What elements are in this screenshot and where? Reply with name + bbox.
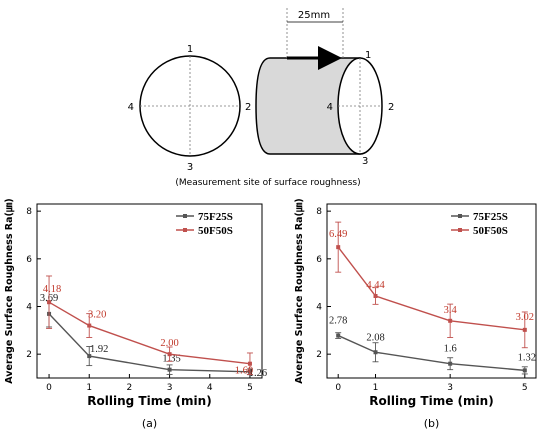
data-label: 1.60 xyxy=(235,366,253,377)
y-tick-label: 6 xyxy=(316,255,322,265)
data-point xyxy=(522,368,527,373)
circle-point-2: 2 xyxy=(245,102,251,113)
panel-label: (b) xyxy=(424,417,440,430)
data-point xyxy=(373,350,378,355)
circle-point-4: 4 xyxy=(128,102,134,113)
x-tick-label: 1 xyxy=(86,383,92,393)
y-tick-label: 8 xyxy=(26,207,32,217)
cylinder-point-2: 2 xyxy=(388,102,394,113)
series-line-75F25S xyxy=(337,334,525,372)
data-label: 4.44 xyxy=(366,280,385,291)
data-label: 1.32 xyxy=(518,352,536,363)
legend-label-75F25S: 75F25S xyxy=(473,211,508,223)
data-point xyxy=(448,361,453,366)
data-label: 3.20 xyxy=(88,310,106,321)
cylinder-point-3: 3 xyxy=(362,156,368,167)
data-point xyxy=(336,333,341,338)
data-label: 3.02 xyxy=(516,312,534,323)
cylinder-body xyxy=(255,57,361,155)
data-point xyxy=(87,323,92,328)
data-label: 1.26 xyxy=(249,368,267,379)
diagram-caption: (Measurement site of surface roughness) xyxy=(175,178,360,188)
dimension-label: 25mm xyxy=(298,10,330,21)
legend-label-50F50S: 50F50S xyxy=(198,225,233,237)
data-point xyxy=(373,294,378,299)
legend-marker-50F50S xyxy=(458,228,462,232)
x-tick-label: 5 xyxy=(247,383,253,393)
data-label: 2.78 xyxy=(329,316,347,327)
chart-panel-b: 0 1 3 5 2 4 6 8 Rolling Time (min) Average Surfac… xyxy=(294,198,537,430)
panel-label: (a) xyxy=(142,417,157,430)
plot-frame xyxy=(36,203,263,379)
x-tick-label: 3 xyxy=(447,383,453,393)
x-tick-label: 5 xyxy=(522,383,528,393)
x-tick-label: 2 xyxy=(127,383,133,393)
y-tick-label: 8 xyxy=(316,207,322,217)
x-axis-title: Rolling Time (min) xyxy=(87,394,211,408)
circle-point-1: 1 xyxy=(187,44,193,55)
data-point xyxy=(87,354,92,359)
data-point xyxy=(47,300,52,305)
y-tick-label: 2 xyxy=(316,350,322,360)
measurement-site-diagram: 1 2 3 4 1 2 3 4 25mm (Measurement site o… xyxy=(128,8,394,188)
data-label: 6.49 xyxy=(329,229,347,240)
data-point xyxy=(336,245,341,250)
circle-point-3: 3 xyxy=(187,162,193,173)
y-axis-title: Average Surface Roughness Ra(㎛) xyxy=(4,198,15,383)
data-label: 2.08 xyxy=(366,332,384,343)
data-label: 2.00 xyxy=(160,338,178,349)
data-label: 1.6 xyxy=(444,344,457,355)
series-line-50F50S xyxy=(48,301,251,365)
data-label: 4.18 xyxy=(43,284,61,295)
legend-marker-50F50S xyxy=(183,228,187,232)
y-tick-label: 2 xyxy=(26,350,32,360)
cylinder-point-4: 4 xyxy=(327,102,333,113)
data-point xyxy=(448,318,453,323)
data-point xyxy=(247,361,252,366)
series-line-50F50S xyxy=(337,246,525,331)
data-point xyxy=(167,352,172,357)
x-tick-label: 3 xyxy=(167,383,173,393)
x-tick-label: 0 xyxy=(46,383,52,393)
data-point xyxy=(522,327,527,332)
cylinder-point-1: 1 xyxy=(365,50,371,61)
x-axis-title: Rolling Time (min) xyxy=(369,394,493,408)
chart-panel-a: 0 1 2 3 4 5 2 4 6 8 Rolling Time (min) Average Surf… xyxy=(4,198,267,430)
y-tick-label: 4 xyxy=(316,302,322,312)
y-tick-label: 6 xyxy=(26,255,32,265)
legend-label-75F25S: 75F25S xyxy=(198,211,233,223)
legend-label-50F50S: 50F50S xyxy=(473,225,508,237)
legend-marker-75F25S xyxy=(458,214,462,218)
x-tick-label: 4 xyxy=(207,383,213,393)
x-tick-label: 1 xyxy=(373,383,379,393)
legend-marker-75F25S xyxy=(183,214,187,218)
data-label: 3.4 xyxy=(444,305,458,316)
data-point xyxy=(167,367,172,372)
data-label: 1.92 xyxy=(90,344,108,355)
y-axis-title: Average Surface Roughness Ra(㎛) xyxy=(294,198,305,383)
plot-frame xyxy=(326,203,537,379)
data-label: 1.35 xyxy=(162,354,180,365)
series-line-75F25S xyxy=(48,313,250,373)
x-tick-label: 0 xyxy=(335,383,341,393)
y-tick-label: 4 xyxy=(26,302,32,312)
